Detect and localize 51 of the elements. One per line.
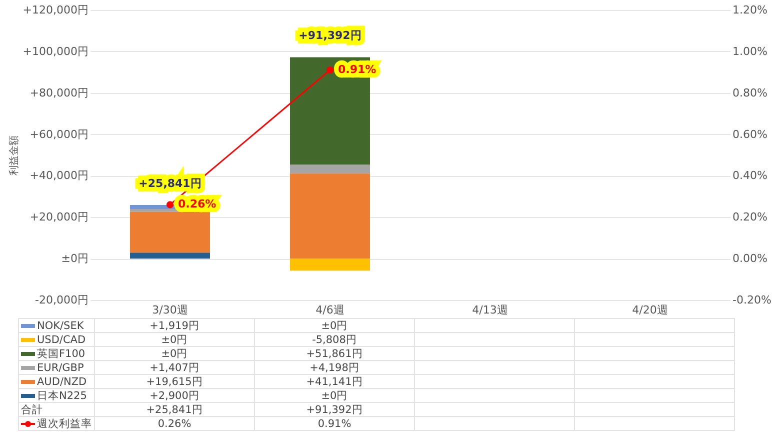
data-label: 0.26% [94, 416, 254, 430]
y2-tick-label: 0.60% [732, 128, 768, 141]
y-tick-label: +80,000円 [30, 86, 88, 100]
bar [290, 258, 370, 271]
data-label: +19,615円 [94, 374, 254, 388]
y2-tick-label: 0.00% [732, 252, 768, 266]
data-label: 0.91% [254, 416, 414, 430]
x-tick-label: 3/30週 [152, 304, 188, 316]
y-tick-label: +100,000円 [22, 44, 88, 58]
bar [290, 164, 370, 174]
text: 合計 [18, 402, 94, 416]
data-label: +1,919円 [94, 318, 254, 332]
legend-label: 週次利益率 [18, 416, 94, 430]
y2-tick-label: 0.80% [732, 86, 768, 100]
bar [130, 252, 210, 259]
y-tick-label: +20,000円 [30, 210, 88, 224]
data-label: +1,407円 [94, 360, 254, 374]
data-label: +51,861円 [254, 346, 414, 360]
data-label: ±0円 [254, 318, 414, 332]
data-label: +41,141円 [254, 374, 414, 388]
bar [290, 173, 370, 259]
y-tick-label: +120,000円 [22, 4, 88, 16]
y-tick-label: +60,000円 [30, 128, 88, 141]
x-tick-label: 4/13週 [472, 304, 508, 316]
data-label: ±0円 [94, 346, 254, 360]
text: +91,392円 [306, 404, 363, 416]
data-label: +2,900円 [94, 388, 254, 402]
y2-tick-label: -0.20% [732, 294, 772, 306]
y2-tick-label: 0.40% [732, 169, 768, 182]
data-label: ±0円 [94, 332, 254, 346]
x-tick-label: 4/6週 [316, 304, 344, 316]
legend-label: AUD/NZD [18, 374, 94, 388]
data-label: ±0円 [254, 388, 414, 402]
text: +25,841円 [146, 404, 203, 416]
bar [130, 212, 210, 253]
legend-label: 英国F100 [18, 346, 94, 360]
data-label: +4,198円 [254, 360, 414, 374]
y2-tick-label: 1.20% [732, 4, 768, 16]
y-tick-label: +40,000円 [30, 169, 88, 182]
total-label: +91,392円 [298, 29, 362, 42]
x-tick-label: 4/20週 [632, 304, 668, 316]
y2-tick-label: 0.20% [732, 210, 768, 224]
legend-label: EUR/GBP [18, 360, 94, 374]
legend-label: USD/CAD [18, 332, 94, 346]
y-tick-label: ±0円 [61, 252, 88, 266]
y-axis-title: 利益金額 [8, 136, 20, 176]
legend-label: 日本N225 [18, 388, 94, 402]
y2-tick-label: 1.00% [732, 44, 768, 58]
data-label: -5,808円 [254, 332, 414, 346]
legend-label: NOK/SEK [18, 318, 94, 332]
y-tick-label: -20,000円 [35, 294, 88, 306]
